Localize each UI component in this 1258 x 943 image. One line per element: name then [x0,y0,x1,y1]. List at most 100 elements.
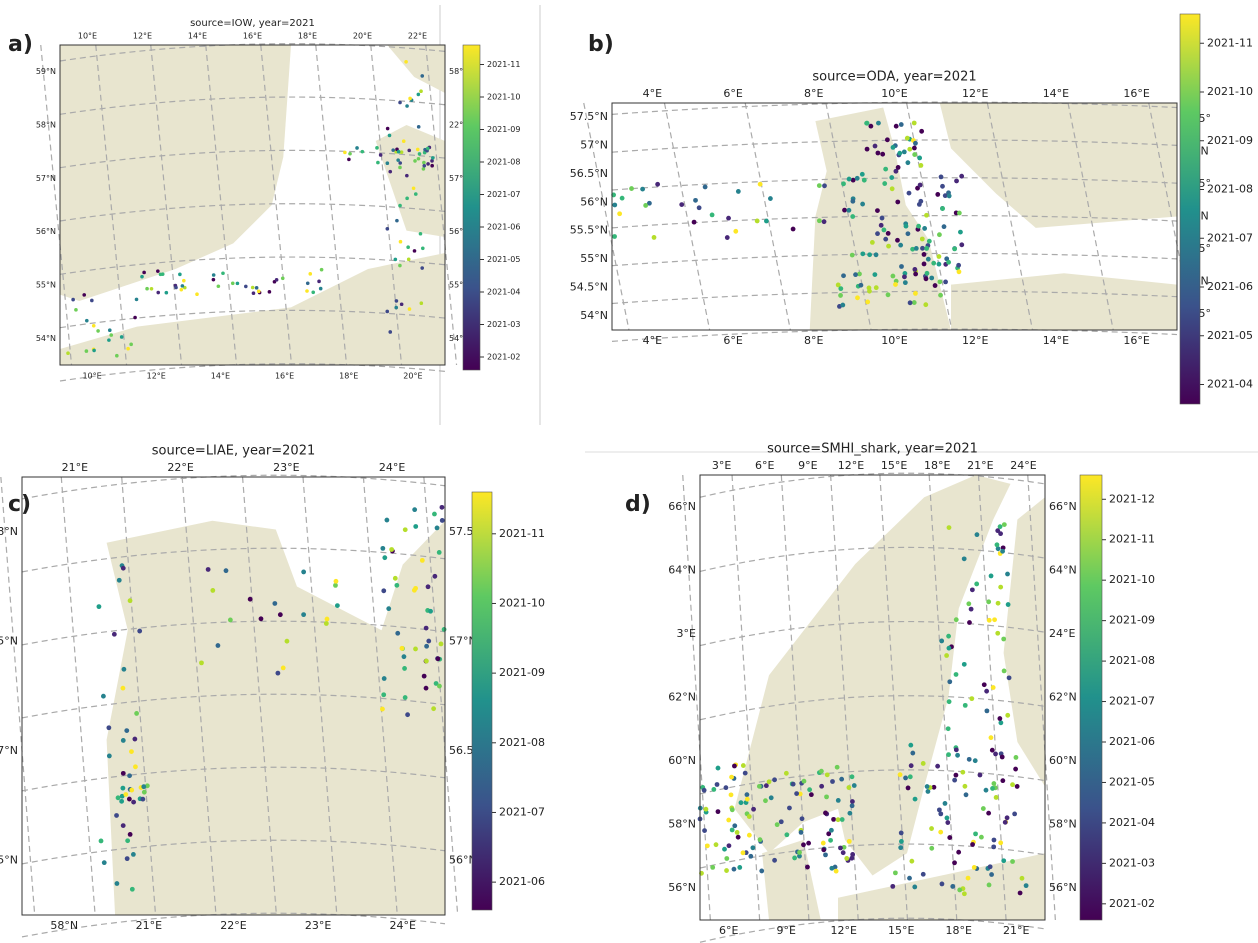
sample-point [931,260,937,266]
sample-point [395,630,401,636]
grid-line [977,474,1007,921]
sample-point [963,792,969,798]
sample-point [419,89,423,94]
sample-point [426,146,430,151]
sample-point [961,556,967,562]
sample-point [1019,875,1025,881]
sample-point [407,148,412,153]
sample-point [850,198,856,204]
map-frame [611,102,1178,331]
sample-point [1005,712,1011,718]
sample-point [137,628,143,634]
sample-point [127,598,133,604]
sample-point [923,276,929,282]
colorbar-label: 2021-03 [1109,856,1155,869]
grid-line [611,177,1178,191]
grid-line [744,102,791,331]
sample-point [431,706,437,712]
sample-point [961,661,967,667]
land [387,45,445,93]
sample-point [381,692,387,698]
sample-point [846,838,852,844]
sample-point [986,599,992,605]
sample-point [892,870,898,876]
sample-point [149,286,154,291]
sample-point [71,297,75,302]
sample-point [438,641,444,647]
sample-point [864,120,870,126]
sample-point [840,850,846,856]
tick-label: 18°E [298,32,317,41]
land [60,45,291,301]
sample-point [66,351,70,355]
sample-point [910,246,916,252]
sample-point [737,865,743,870]
sample-point [740,763,746,768]
sample-point [275,670,281,676]
sample-point [655,181,661,187]
sample-point [910,750,916,756]
sample-point [946,259,952,265]
tick-label: 20°E [403,372,422,381]
sample-point [647,200,652,206]
sample-point [972,758,978,764]
sample-point [82,293,87,297]
sample-point [284,638,290,644]
tick-label: 14°E [1043,87,1069,100]
sample-point [416,125,421,129]
sample-point [432,511,437,517]
sample-point [950,884,956,889]
sample-point [114,813,119,818]
tick-label: 57.5°N [0,634,18,647]
tick-label: 10°E [881,334,907,347]
sample-point [913,290,918,296]
tick-label: 21°E [62,461,88,474]
tick-label: 9°E [798,459,817,472]
sample-point [119,793,125,799]
tick-label: 64°N [668,563,696,576]
sample-point [890,273,896,279]
colorbar-label: 2021-02 [487,353,520,362]
colorbar-label: 2021-11 [1109,533,1155,546]
sample-point [974,581,980,587]
sample-point [1013,766,1019,772]
sample-point [838,845,843,851]
sample-point [872,143,878,149]
colorbar-label: 2021-06 [499,875,545,888]
sample-point [946,645,952,651]
sample-point [205,567,211,572]
tick-label: 15°E [888,924,914,937]
tick-label: 57.5° [449,525,479,538]
sample-point [419,301,424,306]
tick-label: 58°N [449,67,469,76]
sample-point [908,763,914,769]
sample-point [333,578,339,584]
sample-point [158,272,163,277]
tick-label: 24°E [389,919,415,932]
sample-point [853,272,858,278]
tick-label: 55°N [36,281,56,290]
sample-point [385,309,390,314]
sample-point [912,884,918,890]
sample-point [116,577,122,583]
sample-point [308,272,313,276]
sample-point [402,527,408,533]
sample-point [846,785,852,790]
sample-point [1001,668,1007,674]
sample-point [790,226,796,232]
tick-label: 54°N [580,309,608,322]
sample-point [416,156,421,161]
sample-point [612,234,617,239]
sample-point [889,186,895,192]
colorbar-label: 2021-09 [499,666,545,679]
sample-point [822,183,827,189]
sample-point [966,756,972,762]
sample-point [640,186,646,192]
grid-line [699,695,1046,721]
sample-point [724,235,730,240]
grid-line [59,149,446,169]
sample-point [828,837,833,843]
sample-point [850,214,856,219]
sample-point [878,222,884,228]
sample-point [258,616,264,622]
